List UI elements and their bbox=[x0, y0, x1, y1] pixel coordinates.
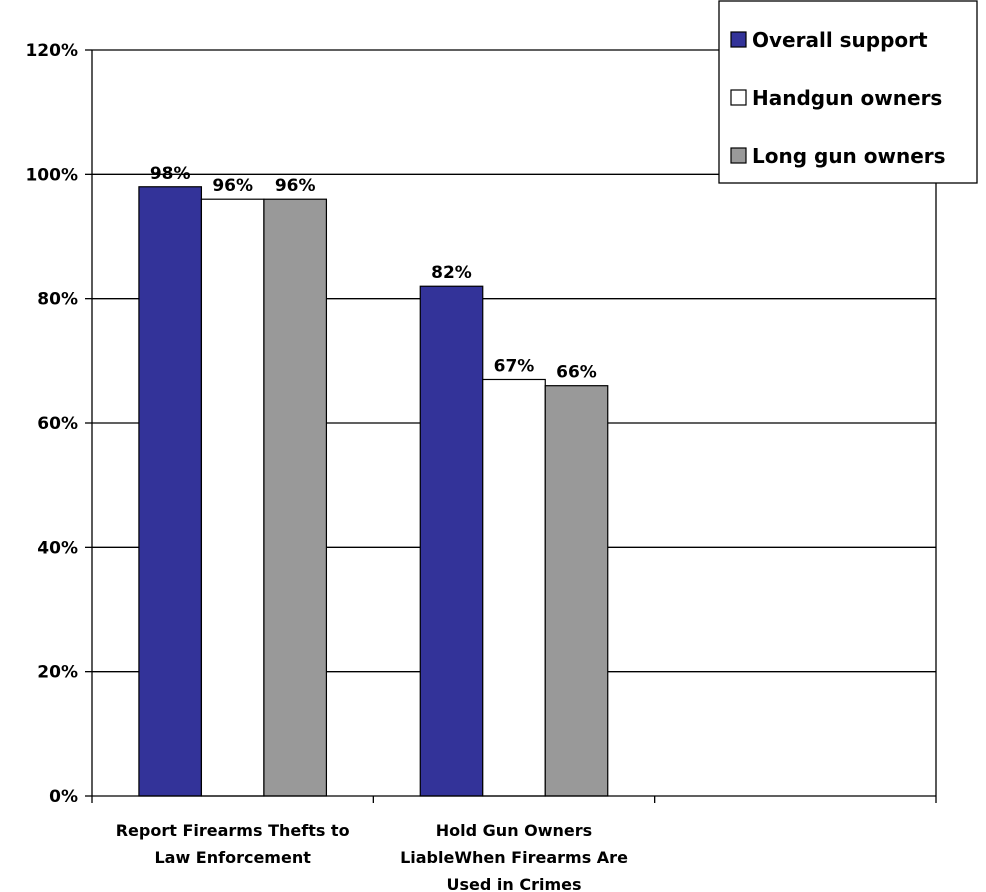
data-label: 82% bbox=[431, 263, 472, 283]
bars bbox=[138, 186, 609, 797]
x-category-label: Law Enforcement bbox=[154, 848, 311, 867]
legend-entry: Overall support bbox=[752, 28, 928, 52]
data-labels: 98% 96% 96% 82% 67% 66% bbox=[150, 164, 597, 383]
legend: Overall support Handgun owners Long gun ow… bbox=[718, 0, 978, 184]
bar-overall-support bbox=[419, 285, 484, 797]
y-tick-labels: 0% 20% 40% 60% 80% 100% 120% bbox=[25, 41, 78, 807]
data-label: 96% bbox=[212, 176, 253, 196]
x-category-label: Report Firearms Thefts to bbox=[116, 821, 350, 840]
y-tick-label: 120% bbox=[25, 41, 78, 61]
bar-overall-support bbox=[138, 186, 203, 797]
x-category-label: Hold Gun Owners bbox=[436, 821, 592, 840]
x-category-label: LiableWhen Firearms Are bbox=[400, 848, 628, 867]
x-category-label: Used in Crimes bbox=[447, 875, 582, 892]
y-tick-label: 100% bbox=[25, 165, 78, 185]
legend-swatch bbox=[730, 147, 747, 164]
bar-long-gun-owners bbox=[544, 385, 609, 797]
data-label: 96% bbox=[275, 176, 316, 196]
bar-long-gun-owners bbox=[263, 198, 328, 797]
legend-box bbox=[718, 0, 978, 184]
data-label: 98% bbox=[150, 164, 191, 184]
x-category-labels: Report Firearms Thefts to Law Enforcement… bbox=[116, 821, 628, 892]
bar-handgun-owners bbox=[200, 198, 265, 797]
y-tick-label: 80% bbox=[37, 290, 78, 310]
legend-entry: Handgun owners bbox=[752, 86, 942, 110]
legend-swatch bbox=[730, 31, 747, 48]
y-tick-label: 0% bbox=[49, 787, 78, 807]
y-tick-label: 40% bbox=[37, 538, 78, 558]
legend-entry: Long gun owners bbox=[752, 144, 946, 168]
legend-swatch bbox=[730, 89, 747, 106]
y-tick-label: 60% bbox=[37, 414, 78, 434]
y-tick-label: 20% bbox=[37, 663, 78, 683]
bar-handgun-owners bbox=[482, 378, 546, 797]
data-label: 66% bbox=[556, 363, 597, 383]
data-label: 67% bbox=[494, 356, 535, 376]
